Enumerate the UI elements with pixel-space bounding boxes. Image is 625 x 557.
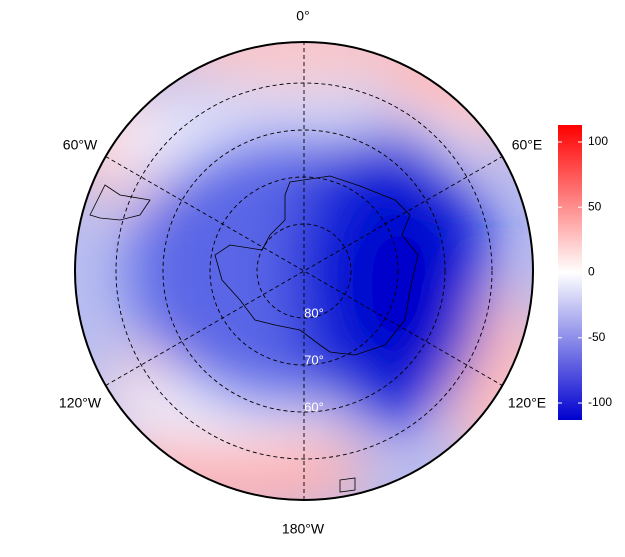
latitude-label: 70° (304, 352, 324, 367)
latitude-label: 80° (304, 305, 324, 320)
longitude-label: 60°W (63, 137, 98, 153)
longitude-label: 180°W (282, 521, 325, 537)
colorbar-tick-label: -100 (588, 395, 612, 409)
longitude-label: 120°E (508, 395, 546, 411)
map-border (74, 41, 534, 501)
colorbar-tick-label: -50 (588, 330, 606, 344)
meridian (105, 156, 503, 386)
graticule (105, 42, 503, 500)
field (75, 42, 533, 500)
meridian (105, 156, 503, 386)
longitude-label: 60°E (512, 137, 543, 153)
longitude-label: 120°W (59, 395, 102, 411)
colorbar-tick-label: 0 (588, 265, 595, 279)
colorbar-tick-label: 100 (588, 134, 608, 148)
colorbar-tick-label: 50 (588, 199, 602, 213)
latitude-label: 60° (304, 399, 324, 414)
longitude-label: 0° (296, 8, 309, 24)
